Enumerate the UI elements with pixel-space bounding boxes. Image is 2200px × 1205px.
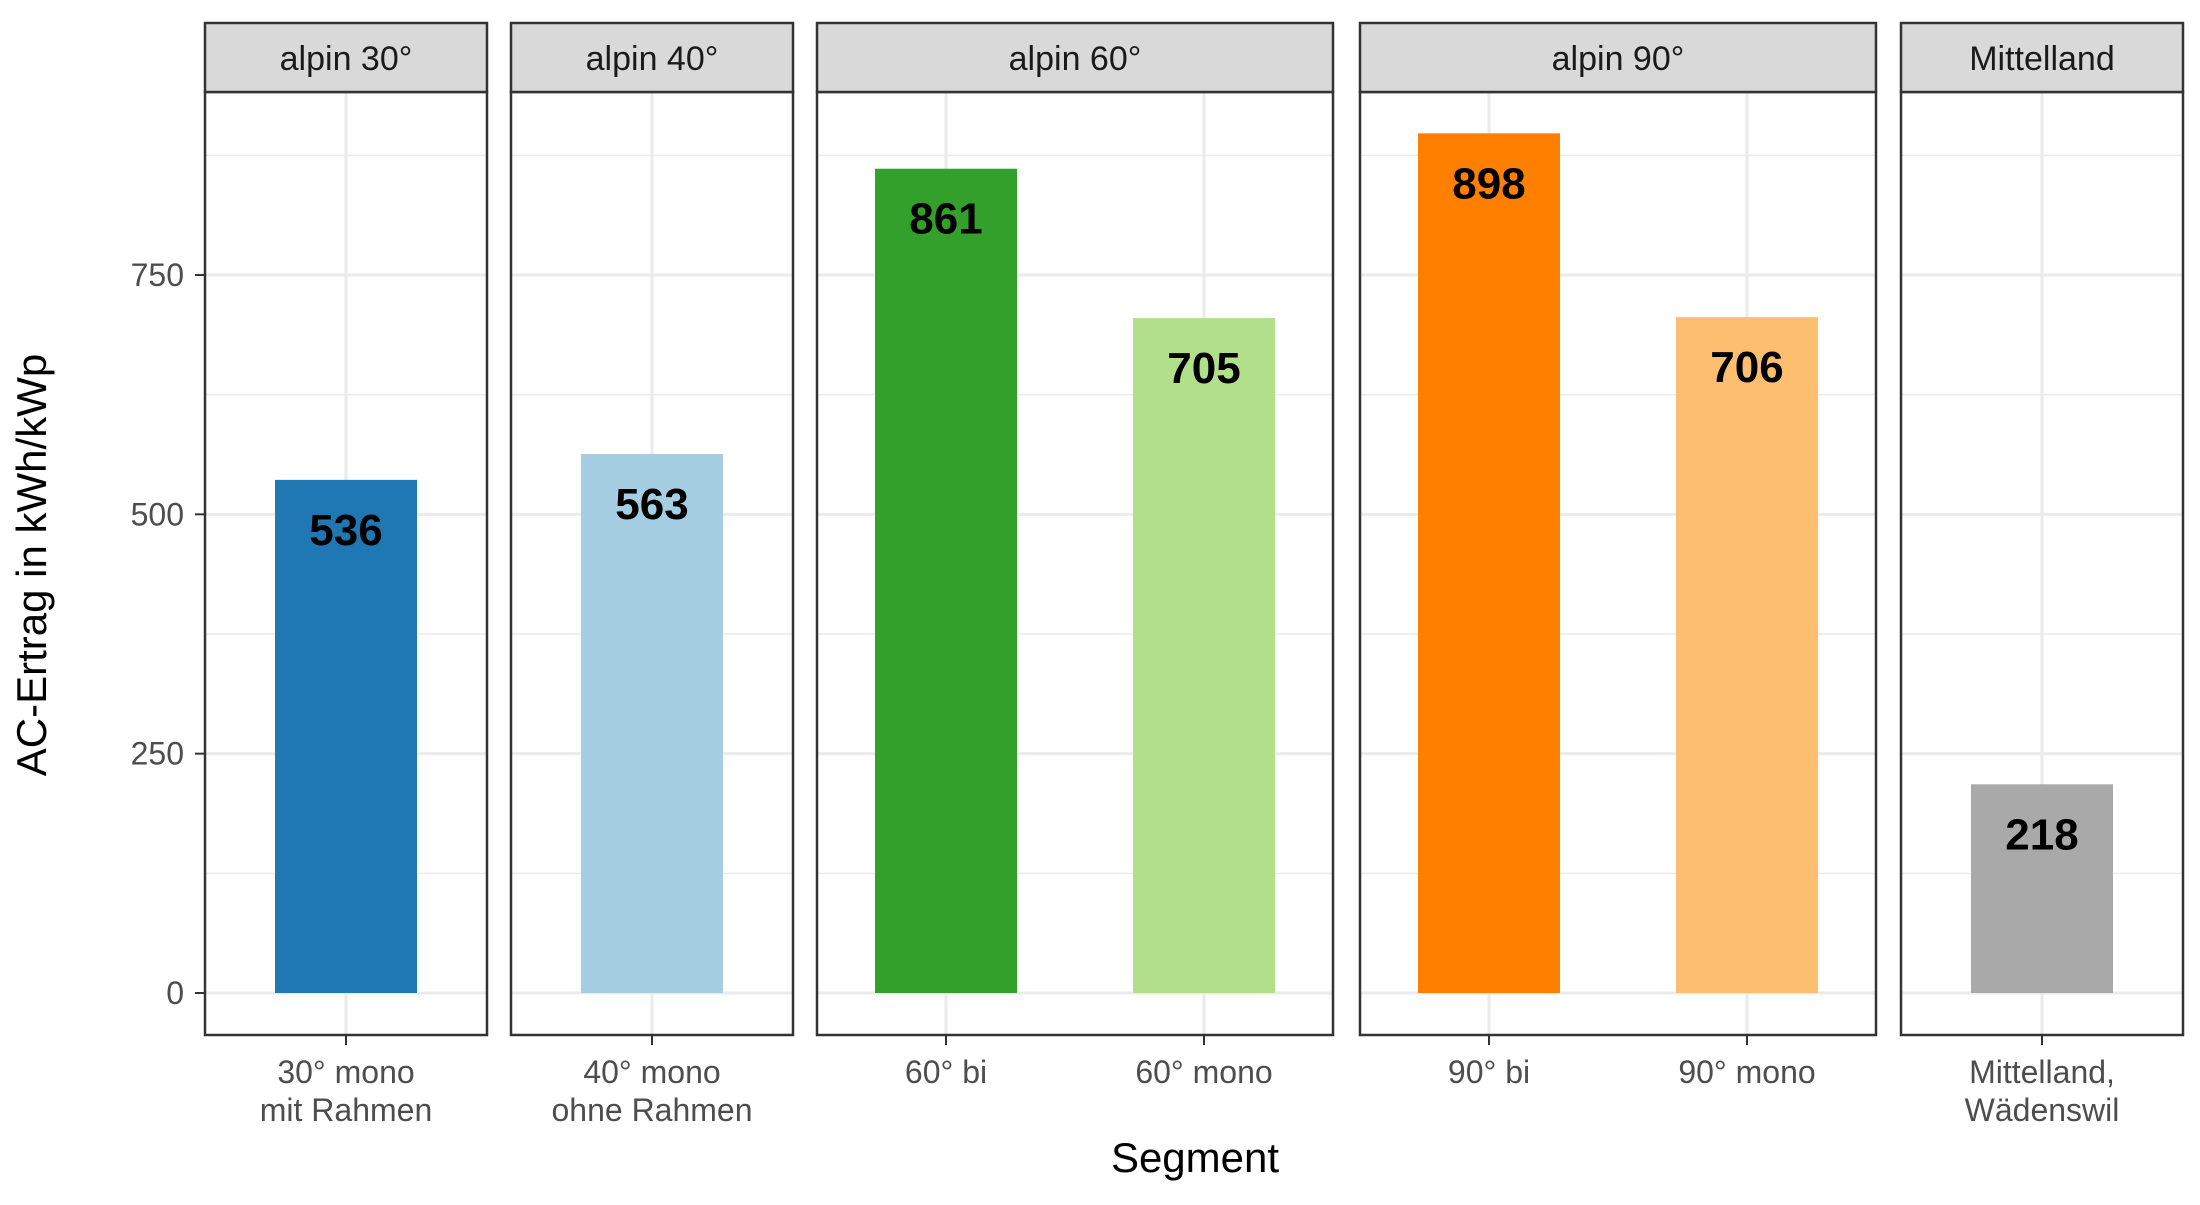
facet-strip-label: alpin 40° <box>586 40 719 78</box>
x-axis-title: Segment <box>1111 1134 1279 1181</box>
facet-panel: 898 90° bi 706 90° mono alpin 90° <box>1358 21 1878 1090</box>
y-axis: 0 250 500 750 <box>131 257 205 1011</box>
y-tick-label: 750 <box>131 257 184 293</box>
bar-value-label: 861 <box>909 195 982 244</box>
x-tick-label: 30° mono <box>277 1054 414 1090</box>
x-tick-label: 60° mono <box>1135 1054 1272 1090</box>
facet-strip-label: alpin 30° <box>280 40 413 78</box>
facet-strip <box>509 21 795 94</box>
x-tick-label: 90° mono <box>1678 1054 1815 1090</box>
x-tick-label: 40° mono <box>583 1054 720 1090</box>
bar-value-label: 536 <box>309 506 382 555</box>
bar-value-label: 706 <box>1710 343 1783 392</box>
bar <box>1676 317 1818 993</box>
bar-value-label: 898 <box>1452 159 1525 208</box>
bar <box>1133 318 1275 994</box>
y-tick-label: 250 <box>131 736 184 772</box>
facet-strip-label: Mittelland <box>1969 40 2115 78</box>
y-axis-title: AC-Ertrag in kWh/kWp <box>8 354 55 776</box>
bar-value-label: 705 <box>1167 344 1240 393</box>
bar <box>1418 133 1560 993</box>
facet-strip-label: alpin 90° <box>1552 40 1685 78</box>
y-tick-label: 500 <box>131 496 184 532</box>
facet-panel: 218 Mittelland,Wädenswil Mittelland <box>1899 21 2185 1128</box>
bar <box>875 168 1017 994</box>
facet-strip <box>203 21 489 94</box>
x-tick-label: 90° bi <box>1448 1054 1530 1090</box>
bar-value-label: 218 <box>2005 810 2078 859</box>
x-tick-label: Wädenswil <box>1965 1092 2120 1128</box>
facet-strip <box>815 21 1335 94</box>
facet-strip <box>1358 21 1878 94</box>
x-tick-label: ohne Rahmen <box>551 1092 752 1128</box>
x-tick-label: mit Rahmen <box>260 1092 433 1128</box>
facet-strip-label: alpin 60° <box>1009 40 1142 78</box>
bar-value-label: 563 <box>615 480 688 529</box>
x-tick-label: 60° bi <box>905 1054 987 1090</box>
y-tick-label: 0 <box>166 975 184 1011</box>
bar <box>1971 784 2113 993</box>
facet-strip <box>1899 21 2185 94</box>
facet-panel: 861 60° bi 705 60° mono alpin 60° <box>815 21 1335 1090</box>
x-tick-label: Mittelland, <box>1969 1054 2115 1090</box>
bar <box>275 479 417 993</box>
bar <box>581 454 723 993</box>
